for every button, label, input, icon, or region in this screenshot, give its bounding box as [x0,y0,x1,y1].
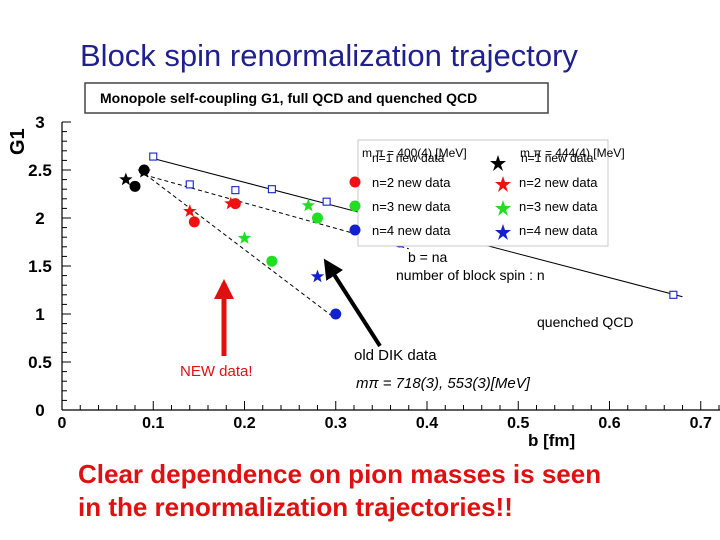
data-point [322,197,331,206]
legend-star-black [490,155,506,171]
annotation-quenched: quenched QCD [537,314,634,330]
data-point [310,269,325,283]
data-point [267,185,276,194]
x-tick-label: 0.4 [416,415,438,432]
data-point [330,308,342,320]
conclusion-line-2: in the renormalization trajectories!! [78,492,513,522]
data-point [231,186,240,195]
y-axis-label: G1 [7,128,29,155]
data-point [188,216,200,228]
data-point [137,164,151,178]
data-point [312,212,323,224]
legend-star-blue [495,224,511,240]
data-point [224,196,238,210]
legend-header-right: m π = 444(4) [MeV] [520,146,625,160]
legend-dot-blue [349,224,361,236]
legend-entry-n2-left: n=2 new data [372,175,451,190]
legend-entry-n2-right: n=2 new data [519,175,598,190]
legend-entry-n3-left: n=3 new data [372,199,451,214]
legend-entry-n1-left: n=1 new data [372,151,445,165]
data-point [266,255,278,267]
y-tick-label: 0 [35,401,44,420]
conclusion-text: Clear dependence on pion masses is seen … [78,458,698,524]
data-point [301,198,315,212]
chart-title-box [84,82,549,114]
y-tick-label: 2 [35,209,44,228]
legend-star-green [495,200,511,216]
x-tick-label: 0.5 [507,415,529,432]
annotation-mpi-values: mπ = 718(3), 553(3)[MeV] [356,375,531,392]
legend-header-left: m π = 400(4) [MeV] [362,146,467,160]
legend-entry-n4-right: n=4 new data [519,223,598,238]
annotation-b-eq: b = na [408,249,448,265]
data-point [149,152,158,161]
annotation-new-data: NEW data! [180,363,253,380]
legend-star-red [495,176,511,192]
annotation-old-dik: old DIK data [354,347,437,364]
annotation-block-spin: number of block spin : n [396,267,545,283]
x-tick-label: 0.3 [325,415,347,432]
arrow-old-dik [323,258,382,348]
y-tick-label: 0.5 [28,353,52,372]
data-point [237,231,252,244]
y-tick-label: 3 [35,113,44,132]
chart-title: Monopole self-coupling G1, full QCD and … [100,90,477,106]
fit-line [139,169,337,320]
legend-box [357,139,609,247]
x-tick-label: 0.1 [142,415,164,432]
x-tick-label: 0.7 [690,415,712,432]
y-tick-label: 1.5 [28,257,52,276]
y-tick-label: 2.5 [28,161,52,180]
legend: m π = 400(4) [MeV] m π = 444(4) [MeV] n=… [349,139,625,247]
chart: Monopole self-coupling G1, full QCD and … [7,82,720,450]
x-tick-label: 0 [58,415,67,432]
legend-dot-green [349,200,361,212]
data-point [185,180,194,189]
data-point [119,172,133,186]
legend-entry-n4-left: n=4 new data [372,223,451,238]
data-point [669,290,678,299]
x-axis-label: b [fm] [528,431,575,450]
slide-title: Block spin renormalization trajectory [80,38,578,73]
conclusion-line-1: Clear dependence on pion masses is seen [78,459,602,489]
data-point [183,204,197,217]
legend-entry-n1-right: n=1 new data [521,151,594,165]
x-tick-label: 0.6 [598,415,620,432]
legend-entry-n3-right: n=3 new data [519,199,598,214]
y-tick-label: 1 [35,305,44,324]
x-tick-label: 0.2 [233,415,255,432]
data-point [129,180,141,192]
legend-dot-red [349,176,361,188]
